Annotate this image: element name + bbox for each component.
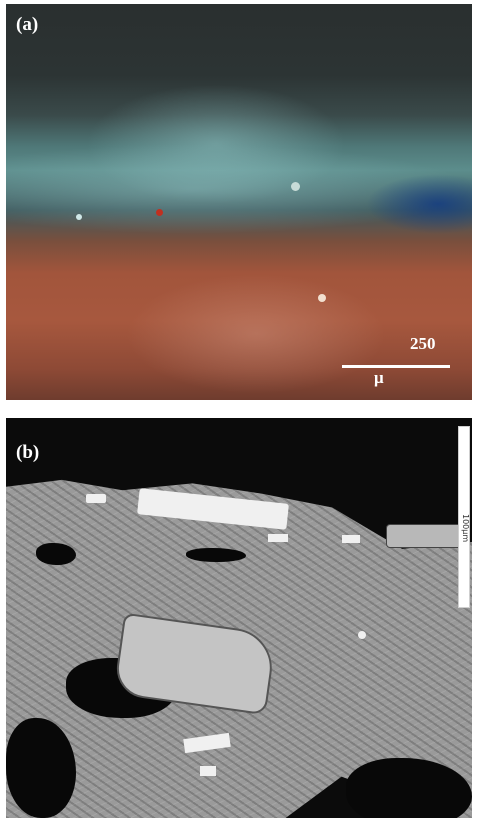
optical-micrograph-panel: (a) 250 μ [6, 4, 472, 400]
bright-particle [86, 494, 106, 503]
grain [386, 524, 462, 548]
bright-particle [342, 535, 360, 543]
pore [186, 548, 246, 562]
scale-bar-label: 100μm [461, 513, 470, 543]
pigment-speck [76, 214, 82, 220]
scale-bar [458, 426, 470, 608]
bright-particle [200, 766, 216, 776]
scale-bar-unit: μ [374, 368, 384, 387]
pigment-speck [156, 209, 163, 216]
pore [346, 758, 472, 818]
panel-label-b: (b) [16, 442, 40, 463]
pigment-speck [318, 294, 326, 302]
bright-particle [358, 631, 366, 639]
panel-label-a: (a) [16, 14, 39, 35]
blue-pigment-patch [366, 174, 472, 234]
pore [36, 543, 76, 565]
pore [6, 718, 76, 818]
cyan-haze [86, 84, 346, 204]
scale-bar-value: 250 [410, 334, 436, 353]
scale-bar [342, 365, 450, 368]
bright-particle [268, 534, 288, 542]
sem-image-panel: (b) 100μm [6, 418, 472, 818]
red-ground-layer [126, 274, 386, 394]
pigment-speck [291, 182, 300, 191]
